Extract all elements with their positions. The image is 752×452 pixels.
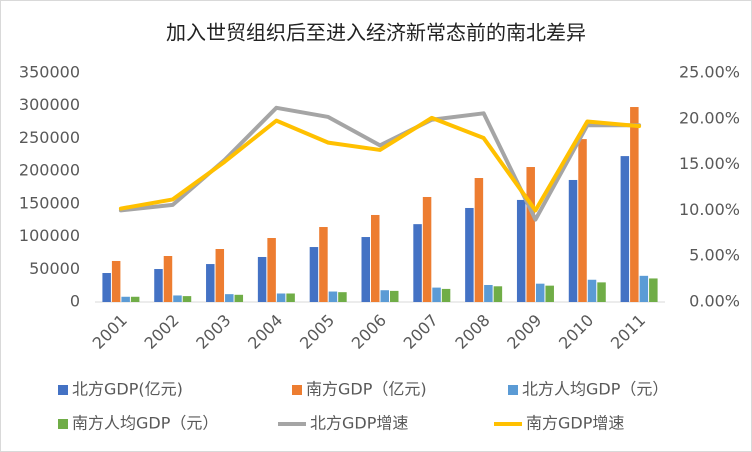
bar <box>286 293 295 302</box>
bar <box>257 256 267 302</box>
chart-title: 加入世贸组织后至进入经济新常态前的南北差异 <box>166 21 586 45</box>
bar <box>276 293 286 302</box>
legend-label: 南方人均GDP（元） <box>72 414 218 433</box>
bar <box>361 237 370 302</box>
y-tick-label: 250000 <box>19 128 80 147</box>
bar <box>206 264 215 302</box>
bar <box>121 296 130 302</box>
bar <box>587 279 597 302</box>
legend-label: 南方GDP（亿元) <box>306 380 427 399</box>
bar <box>422 196 432 302</box>
y2-tick-label: 25.00% <box>679 63 740 82</box>
bar <box>328 291 338 302</box>
legend-swatch <box>58 419 68 429</box>
bar <box>432 287 441 302</box>
bar <box>474 178 484 302</box>
bar <box>465 207 474 302</box>
bar <box>441 288 451 302</box>
bar <box>545 285 554 302</box>
y-tick-label: 300000 <box>19 95 80 114</box>
bar <box>173 295 182 302</box>
bar <box>371 214 380 302</box>
bar <box>390 290 399 302</box>
y-tick-label: 350000 <box>19 63 80 82</box>
bar <box>484 284 493 302</box>
bar <box>578 139 587 302</box>
legend-label: 北方人均GDP（元） <box>522 380 668 399</box>
bar <box>182 296 192 302</box>
y2-tick-label: 5.00% <box>689 246 740 265</box>
legend-swatch <box>292 385 302 395</box>
bar <box>130 296 140 302</box>
bar <box>102 273 111 302</box>
bar <box>568 179 578 302</box>
y-tick-label: 100000 <box>19 226 80 245</box>
bar <box>630 107 639 302</box>
y-tick-label: 200000 <box>19 161 80 180</box>
bar <box>309 247 319 302</box>
bar <box>111 260 121 302</box>
bar <box>163 256 173 302</box>
bar <box>535 283 545 302</box>
bar <box>267 238 276 302</box>
bar <box>493 286 503 302</box>
bar <box>319 227 328 302</box>
bar <box>234 294 244 302</box>
legend-label: 南方GDP增速 <box>526 414 624 433</box>
bar <box>154 269 163 302</box>
y2-tick-label: 0.00% <box>689 292 740 311</box>
legend-swatch <box>58 385 68 395</box>
y2-tick-label: 20.00% <box>679 108 740 127</box>
legend-swatch <box>508 385 518 395</box>
y2-tick-label: 15.00% <box>679 154 740 173</box>
bar <box>620 156 630 302</box>
y-tick-label: 50000 <box>29 259 80 278</box>
bar <box>225 294 234 302</box>
legend-label: 北方GDP增速 <box>310 414 408 433</box>
bar <box>516 199 526 302</box>
bar <box>526 167 535 302</box>
bar <box>215 249 225 302</box>
bar <box>380 290 389 302</box>
bar <box>639 275 649 302</box>
bar <box>413 224 422 302</box>
y-tick-label: 150000 <box>19 193 80 212</box>
y-tick-label: 0 <box>70 292 80 311</box>
line <box>118 115 642 213</box>
y2-tick-label: 10.00% <box>679 200 740 219</box>
bar <box>338 292 347 302</box>
bar <box>649 278 658 302</box>
legend-label: 北方GDP(亿元) <box>72 380 183 399</box>
bar <box>597 282 606 302</box>
